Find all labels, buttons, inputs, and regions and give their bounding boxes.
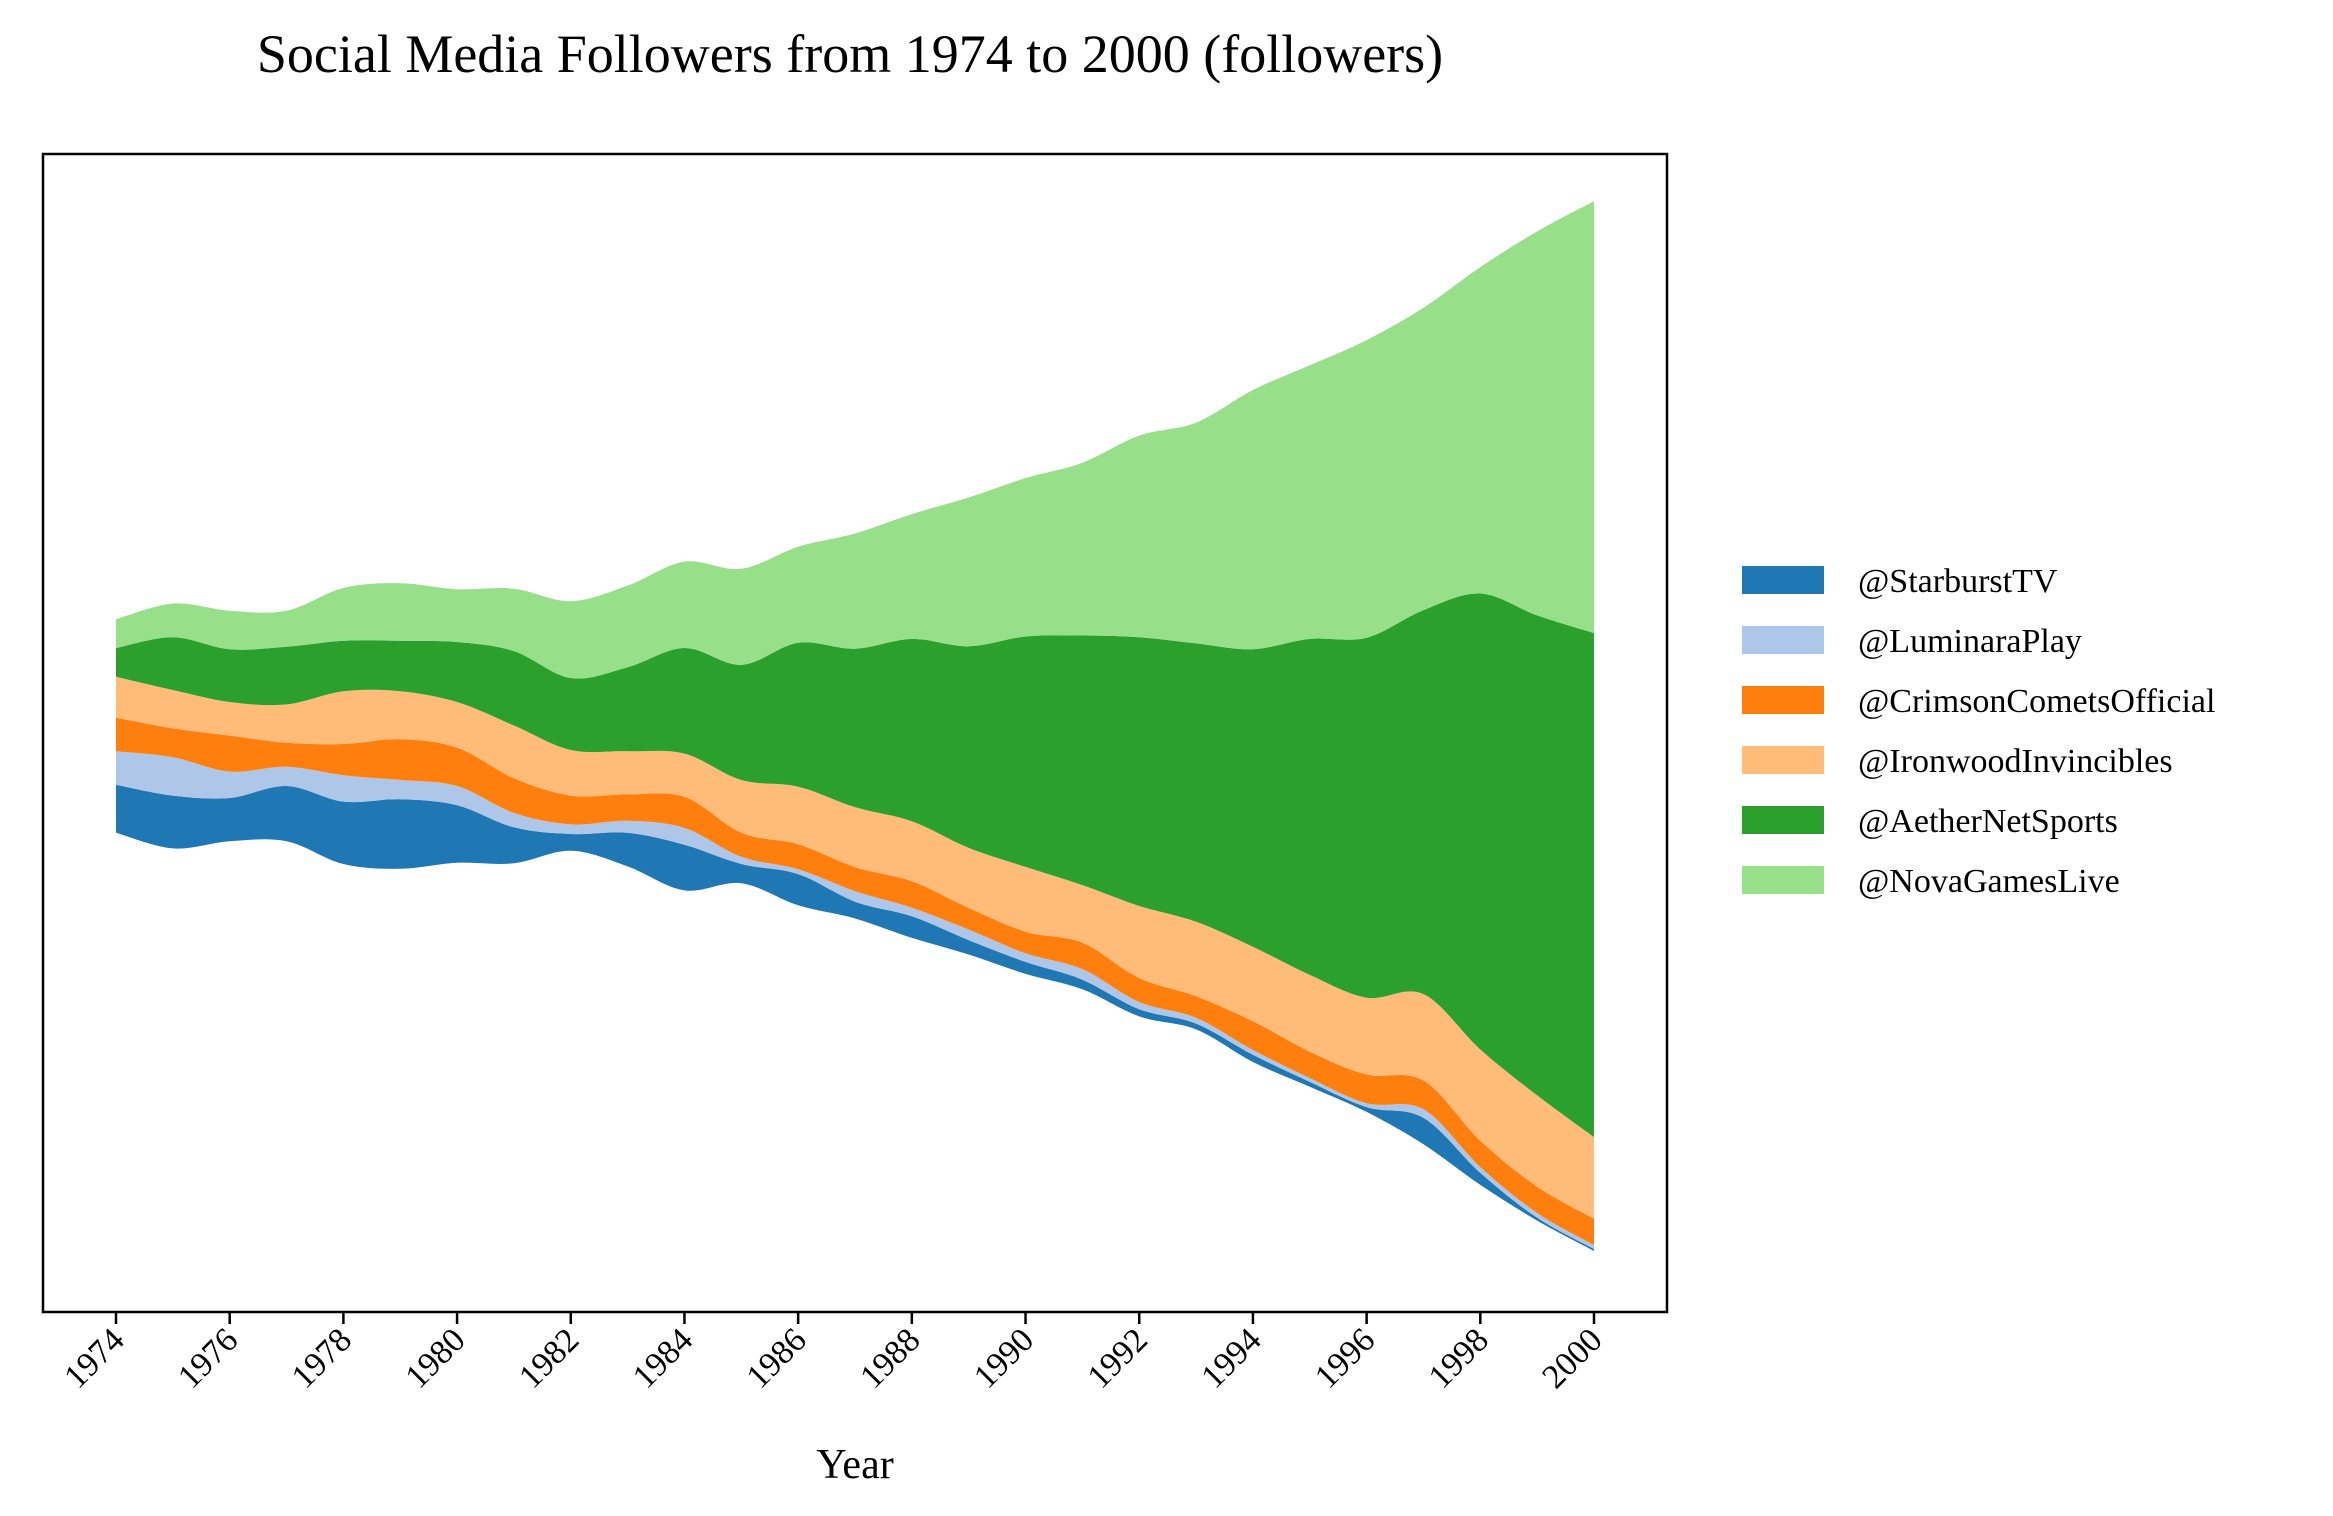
legend-swatch xyxy=(1742,626,1824,654)
legend-swatch xyxy=(1742,806,1824,834)
legend-swatch xyxy=(1742,746,1824,774)
legend-label: @LuminaraPlay xyxy=(1858,623,2082,660)
legend-label: @IronwoodInvincibles xyxy=(1858,743,2173,780)
x-tick-label: 1990 xyxy=(967,1321,1041,1395)
x-tick-label: 1996 xyxy=(1308,1321,1382,1395)
stream-layer-ironwoodinvincibles xyxy=(116,676,1594,1219)
x-tick-label: 1994 xyxy=(1194,1321,1268,1395)
legend-label: @AetherNetSports xyxy=(1858,803,2118,840)
x-tick-label: 1998 xyxy=(1422,1321,1496,1395)
x-tick-label: 1980 xyxy=(398,1321,472,1395)
chart-title: Social Media Followers from 1974 to 2000… xyxy=(257,24,1443,84)
x-axis-label: Year xyxy=(816,1442,893,1488)
x-tick-label: 2000 xyxy=(1535,1321,1609,1395)
stream-layer-novagameslive xyxy=(116,201,1594,679)
legend-label: @CrimsonCometsOfficial xyxy=(1858,683,2215,720)
stream-layer-aethernetsports xyxy=(116,593,1594,1138)
legend: @StarburstTV @LuminaraPlay @CrimsonCometsO… xyxy=(1742,563,2215,900)
x-tick-label: 1986 xyxy=(740,1321,814,1395)
legend-label: @NovaGamesLive xyxy=(1858,863,2120,900)
x-tick-label: 1988 xyxy=(853,1321,927,1395)
legend-swatch xyxy=(1742,866,1824,894)
legend-swatch xyxy=(1742,566,1824,594)
legend-label: @StarburstTV xyxy=(1858,563,2058,600)
plot-area xyxy=(116,201,1594,1251)
x-tick-label: 1974 xyxy=(57,1321,131,1395)
x-tick-label: 1984 xyxy=(626,1321,700,1395)
plot-frame xyxy=(41,152,1669,1314)
legend-swatch xyxy=(1742,686,1824,714)
x-tick-label: 1982 xyxy=(512,1321,586,1395)
x-tick-label: 1978 xyxy=(285,1321,359,1395)
x-axis: 1974 1976 1978 1980 1982 1984 1986 1988 1990 1992… xyxy=(57,1312,1610,1396)
x-tick-label: 1976 xyxy=(171,1321,245,1395)
stream-layer-starbursttv xyxy=(116,784,1594,1251)
x-tick-label: 1992 xyxy=(1081,1321,1155,1395)
